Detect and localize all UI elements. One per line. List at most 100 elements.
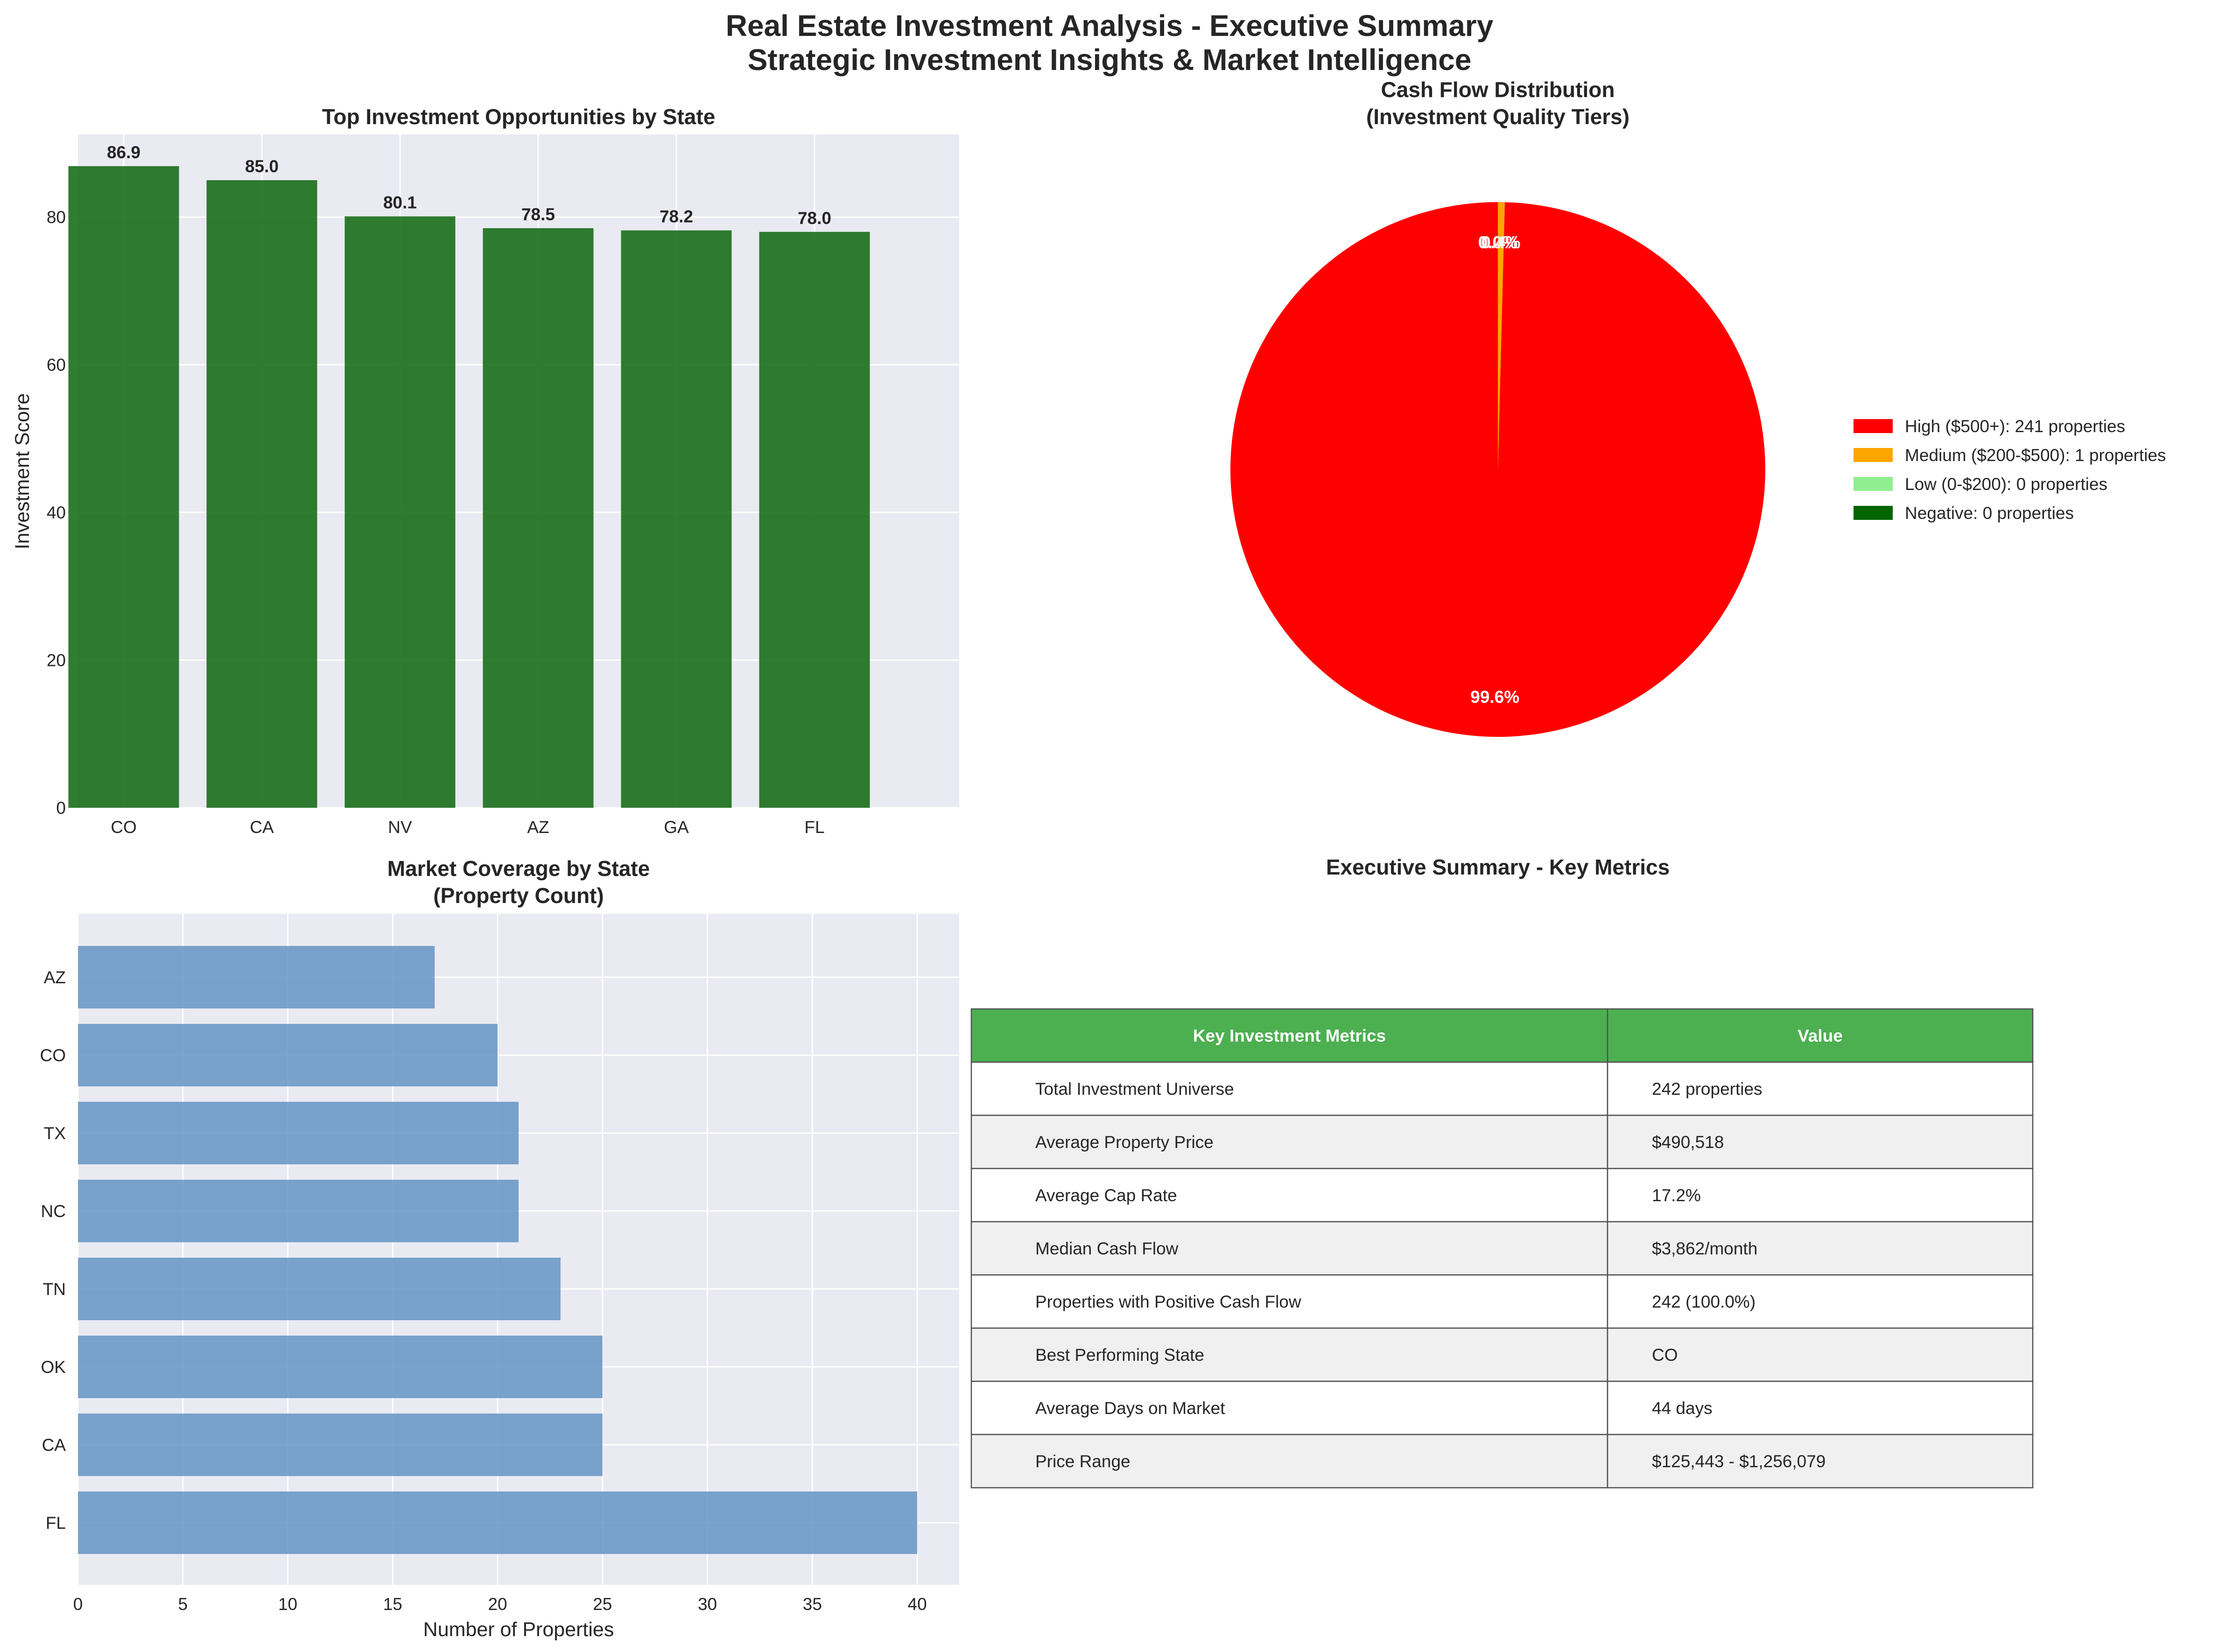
table-value-cell: 44 days [1652, 1399, 1713, 1418]
table-cell [1607, 1434, 2034, 1489]
y-tick-label: 60 [47, 356, 66, 375]
y-tick-label: TN [43, 1280, 66, 1299]
table-cell [970, 1168, 1608, 1223]
market-coverage-bar-chart: FL CA OK TN NC TX CO AZ 0 5 10 15 20 25 30 35 40 Market… [40, 856, 959, 1641]
bar-az [78, 946, 435, 1008]
table-value-cell: 242 (100.0%) [1652, 1292, 1756, 1311]
bar-nv [344, 216, 456, 808]
bar-chart-title: Top Investment Opportunities by State [322, 105, 716, 129]
legend-swatch [1854, 506, 1893, 520]
pie-percent-label: 0.0% [1478, 233, 1517, 252]
bar-value-label: 85.0 [245, 157, 279, 176]
bar-co [68, 166, 179, 808]
legend-entry: Medium ($200-$500): 1 properties [1905, 446, 2166, 465]
x-tick-label: CA [250, 818, 274, 837]
bar-value-label: 80.1 [383, 193, 417, 212]
investment-score-bar-chart: 86.9 85.0 80.1 78.5 78.2 78.0 0 20 40 60 80 CO CA N… [11, 105, 959, 837]
legend-entry: Low (0-$200): 0 properties [1905, 475, 2107, 494]
y-tick-label: OK [41, 1358, 66, 1377]
bar-tx [78, 1102, 519, 1164]
table-cell [1607, 1221, 2034, 1276]
table-row: Properties with Positive Cash Flow 242 (1… [970, 1274, 2034, 1329]
table-value-cell: 242 properties [1652, 1079, 1763, 1099]
x-tick-label: NV [388, 818, 412, 837]
table-metric-cell: Price Range [1035, 1452, 1131, 1471]
table-header-row: Key Investment Metrics Value [970, 1008, 2034, 1063]
table-row: Total Investment Universe 242 properties [970, 1061, 2034, 1116]
figure-title-line1: Real Estate Investment Analysis - Execut… [726, 9, 1494, 42]
table-metric-cell: Average Cap Rate [1035, 1186, 1177, 1205]
pie-slice-high [1230, 202, 1766, 737]
x-axis-label: Number of Properties [423, 1618, 614, 1641]
bar-ca [78, 1414, 603, 1476]
pie-percent-label: 0.0% [1478, 233, 1517, 252]
legend-entry: High ($500+): 241 properties [1905, 417, 2125, 436]
y-tick-label: TX [44, 1124, 66, 1143]
x-tick-label: 25 [593, 1595, 612, 1614]
cash-flow-pie-chart: Cash Flow Distribution (Investment Quali… [1230, 77, 2166, 737]
pie-legend: High ($500+): 241 properties Medium ($200… [1854, 417, 2166, 523]
table-cell [1607, 1274, 2034, 1329]
pie-slice-medium [1498, 202, 1505, 469]
y-tick-label: CA [42, 1435, 66, 1455]
table-title: Executive Summary - Key Metrics [1326, 855, 1670, 879]
bar-ga [621, 230, 732, 808]
table-cell [970, 1380, 1608, 1435]
bar-value-label: 78.2 [660, 207, 693, 226]
y-tick-label: NC [41, 1202, 66, 1221]
x-tick-label: 0 [73, 1595, 83, 1614]
bar-fl [78, 1491, 918, 1554]
table-metric-cell: Best Performing State [1035, 1345, 1204, 1365]
legend-swatch [1854, 419, 1893, 433]
table-cell [1607, 1061, 2034, 1116]
bar-ok [78, 1336, 603, 1398]
table-value-cell: $3,862/month [1652, 1239, 1757, 1258]
y-tick-label: FL [46, 1513, 66, 1533]
table-cell [970, 1221, 1608, 1276]
table-header-cell: Key Investment Metrics [1193, 1026, 1386, 1045]
table-cell [1607, 1380, 2034, 1435]
table-metric-cell: Properties with Positive Cash Flow [1035, 1292, 1301, 1311]
x-tick-label: 15 [383, 1595, 402, 1614]
table-row: Price Range $125,443 - $1,256,079 [970, 1434, 2034, 1489]
y-tick-label: 40 [47, 503, 66, 522]
key-metrics-table: Executive Summary - Key Metrics Key Inve… [970, 855, 2034, 1489]
y-tick-label: CO [40, 1046, 66, 1065]
y-tick-label: AZ [44, 968, 66, 987]
pie-percent-label: 0.4% [1481, 233, 1520, 252]
table-value-cell: $490,518 [1652, 1133, 1724, 1152]
y-tick-label: 0 [56, 798, 66, 818]
table-value-cell: 17.2% [1652, 1186, 1701, 1205]
legend-entry: Negative: 0 properties [1905, 504, 2074, 523]
x-tick-label: 5 [178, 1595, 188, 1614]
coverage-title-line1: Market Coverage by State [387, 856, 650, 881]
table-value-cell: CO [1652, 1345, 1678, 1365]
table-row: Best Performing State CO [970, 1327, 2034, 1382]
x-tick-label: 20 [488, 1595, 507, 1614]
table-row: Median Cash Flow $3,862/month [970, 1221, 2034, 1276]
table-metric-cell: Total Investment Universe [1035, 1079, 1234, 1099]
table-cell [1607, 1114, 2034, 1169]
x-tick-label: 30 [698, 1595, 717, 1614]
table-cell [1607, 1008, 2034, 1063]
table-cell [970, 1274, 1608, 1329]
table-metric-cell: Average Property Price [1035, 1133, 1214, 1152]
x-tick-label: FL [804, 818, 824, 837]
x-tick-label: CO [111, 818, 137, 837]
bar-ca [206, 180, 317, 808]
legend-swatch [1854, 477, 1893, 491]
table-header-cell: Value [1798, 1026, 1843, 1045]
table-cell [970, 1061, 1608, 1116]
table-metric-cell: Average Days on Market [1035, 1399, 1225, 1418]
table-row: Average Cap Rate 17.2% [970, 1168, 2034, 1223]
pie-title-line2: (Investment Quality Tiers) [1366, 105, 1629, 129]
table-cell [970, 1434, 1608, 1489]
table-row: Average Property Price $490,518 [970, 1114, 2034, 1169]
figure-title-line2: Strategic Investment Insights & Market I… [748, 43, 1472, 77]
coverage-title-line2: (Property Count) [433, 883, 604, 908]
table-cell [1607, 1168, 2034, 1223]
x-tick-label: 40 [908, 1595, 927, 1614]
table-value-cell: $125,443 - $1,256,079 [1652, 1452, 1826, 1471]
x-tick-label: AZ [527, 818, 549, 837]
legend-swatch [1854, 448, 1893, 462]
